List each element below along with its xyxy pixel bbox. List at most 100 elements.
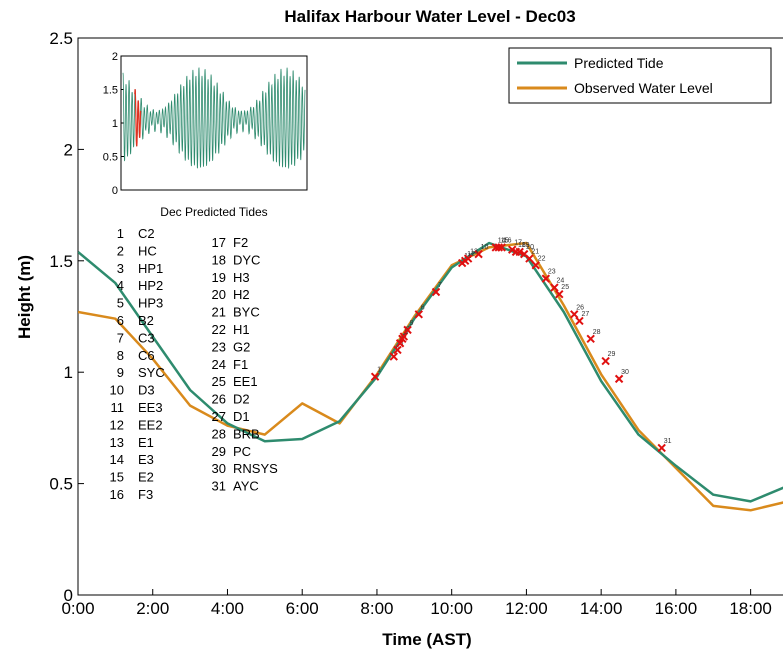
station-list-item: 7 C3 bbox=[117, 330, 155, 345]
station-marker-label: 1 bbox=[377, 367, 381, 374]
y-axis-label: Height (m) bbox=[15, 255, 34, 339]
station-list-item: 20 H2 bbox=[212, 287, 250, 302]
station-marker: 22 bbox=[531, 255, 546, 270]
station-name: D2 bbox=[233, 392, 250, 407]
station-marker-label: 21 bbox=[531, 249, 539, 256]
station-marker: 13 bbox=[463, 249, 478, 263]
station-number: 1 bbox=[117, 226, 124, 241]
y-axis-ticks: 0 0.5 1 1.5 2 2.5 bbox=[49, 29, 84, 605]
inset-y-tick-label: 1.5 bbox=[103, 85, 118, 97]
station-name: H2 bbox=[233, 287, 250, 302]
station-list-item: 26 D2 bbox=[212, 392, 250, 407]
y-tick-label: 2 bbox=[64, 140, 73, 159]
station-name: BYC bbox=[233, 305, 260, 320]
station-list-item: 3 HP1 bbox=[117, 261, 164, 276]
station-list-item: 8 C6 bbox=[117, 348, 155, 363]
chart-title: Halifax Harbour Water Level - Dec03 bbox=[284, 7, 575, 26]
station-list-item: 25 EE1 bbox=[212, 374, 258, 389]
station-marker-label: 23 bbox=[548, 269, 556, 276]
station-marker: 29 bbox=[601, 351, 616, 366]
station-marker-label: 17 bbox=[514, 240, 522, 247]
station-list-item: 14 E3 bbox=[110, 452, 154, 467]
station-marker-label: 31 bbox=[664, 438, 672, 445]
station-marker: 7 bbox=[431, 282, 442, 297]
inset-title: Dec Predicted Tides bbox=[160, 205, 267, 219]
series-lines bbox=[78, 241, 783, 512]
station-marker-label: 25 bbox=[561, 284, 569, 291]
inset-y-tick-label: 1 bbox=[112, 118, 118, 130]
x-tick-label: 10:00 bbox=[430, 599, 473, 618]
station-marker: 16 bbox=[497, 237, 512, 252]
station-marker-label: 18 bbox=[518, 242, 526, 249]
legend-box bbox=[508, 47, 772, 104]
station-number: 28 bbox=[212, 426, 226, 441]
station-marker: 23 bbox=[541, 269, 556, 283]
y-tick-label: 1 bbox=[64, 363, 73, 382]
station-marker-label: 7 bbox=[438, 282, 442, 289]
station-number: 6 bbox=[117, 313, 124, 328]
station-number: 2 bbox=[117, 243, 124, 258]
station-marker-label: 20 bbox=[526, 244, 534, 251]
station-name: C6 bbox=[138, 348, 155, 363]
station-number: 10 bbox=[110, 383, 124, 398]
x-tick-label: 16:00 bbox=[655, 599, 698, 618]
station-marker-label: 16 bbox=[504, 237, 512, 244]
station-list-item: 9 SYC bbox=[117, 365, 165, 380]
station-list-item: 18 DYC bbox=[212, 252, 261, 267]
station-number: 30 bbox=[212, 461, 226, 476]
station-marker: 24 bbox=[550, 278, 564, 292]
station-marker: 21 bbox=[525, 249, 539, 263]
station-number: 12 bbox=[110, 417, 124, 432]
station-marker-label: 19 bbox=[522, 242, 530, 249]
y-tick-label: 0 bbox=[64, 586, 73, 605]
station-list: 1 C2 2 HC 3 HP1 4 HP2 5 HP3 6 B2 7 C3 8 C6 9 SYC 10 D3 11 EE3… bbox=[110, 226, 279, 502]
legend: Predicted Tide Observed Water Level bbox=[508, 47, 772, 104]
station-list-item: 22 H1 bbox=[212, 322, 250, 337]
station-name: B2 bbox=[138, 313, 154, 328]
y-tick-label: 1.5 bbox=[49, 252, 73, 271]
station-name: F3 bbox=[138, 487, 153, 502]
station-number: 26 bbox=[212, 392, 226, 407]
station-name: D1 bbox=[233, 409, 250, 424]
station-number: 16 bbox=[110, 487, 124, 502]
station-marker-label: 6 bbox=[421, 304, 425, 311]
station-name: EE1 bbox=[233, 374, 258, 389]
station-list-item: 21 BYC bbox=[212, 305, 260, 320]
station-list-item: 1 C2 bbox=[117, 226, 155, 241]
x-axis-label: Time (AST) bbox=[382, 630, 471, 649]
station-number: 4 bbox=[117, 278, 124, 293]
station-list-item: 13 E1 bbox=[110, 435, 154, 450]
station-marker-label: 10 bbox=[481, 244, 489, 251]
station-name: C2 bbox=[138, 226, 155, 241]
station-marker-label: 9 bbox=[410, 320, 414, 327]
station-list-item: 4 HP2 bbox=[117, 278, 164, 293]
station-marker-label: 14 bbox=[498, 237, 506, 244]
station-name: F1 bbox=[233, 357, 248, 372]
station-markers: 1234567891011121314151617181920212223242… bbox=[370, 237, 672, 453]
station-name: HP2 bbox=[138, 278, 163, 293]
station-name: HC bbox=[138, 243, 157, 258]
station-name: HP3 bbox=[138, 296, 163, 311]
station-number: 25 bbox=[212, 374, 226, 389]
station-marker: 27 bbox=[575, 311, 589, 326]
station-marker: 31 bbox=[657, 438, 672, 453]
station-marker-label: 26 bbox=[576, 304, 584, 311]
inset-tide-line bbox=[122, 67, 306, 169]
station-name: H1 bbox=[233, 322, 250, 337]
station-marker: 28 bbox=[586, 329, 601, 343]
station-marker-label: 27 bbox=[581, 311, 589, 318]
station-marker-label: 24 bbox=[556, 278, 564, 285]
station-name: D3 bbox=[138, 383, 155, 398]
y-tick-label: 0.5 bbox=[49, 475, 73, 494]
inset-chart: 0 0.5 1 1.5 2 Dec Predicted Tides bbox=[103, 51, 308, 219]
station-marker-label: 11 bbox=[464, 253, 471, 260]
y-tick-label: 2.5 bbox=[49, 29, 73, 48]
station-name: HP1 bbox=[138, 261, 163, 276]
station-name: RNSYS bbox=[233, 461, 278, 476]
station-number: 13 bbox=[110, 435, 124, 450]
station-number: 20 bbox=[212, 287, 226, 302]
station-number: 29 bbox=[212, 444, 226, 459]
station-number: 15 bbox=[110, 470, 124, 485]
station-list-item: 23 G2 bbox=[212, 339, 251, 354]
